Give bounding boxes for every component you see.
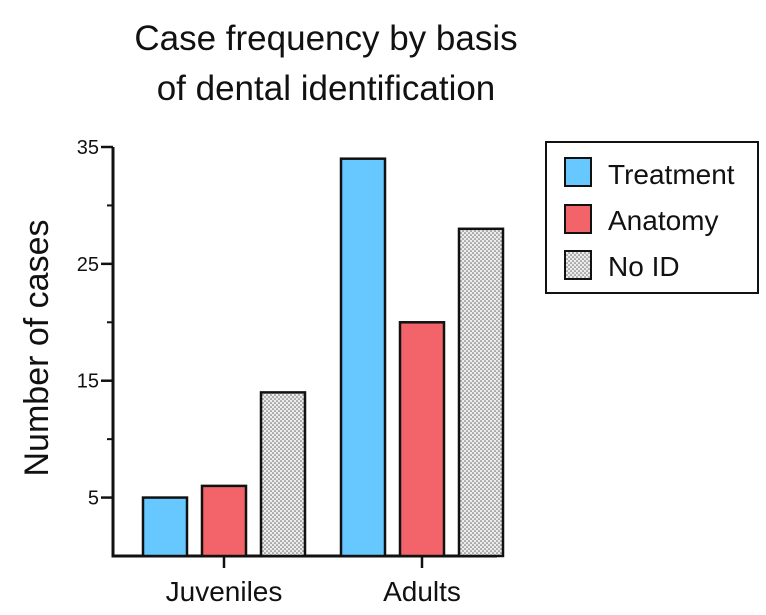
- legend: Treatment Anatomy No ID: [545, 141, 759, 294]
- chart-title: Case frequency by basis of dental identi…: [134, 19, 517, 108]
- y-axis-label: Number of cases: [18, 220, 56, 477]
- plot-area: 5 15 25 35 Juveniles Adults: [77, 137, 505, 607]
- legend-swatch-anatomy: [564, 204, 592, 234]
- x-category-label: Juveniles: [166, 576, 283, 607]
- y-tick-label: 25: [77, 254, 99, 276]
- legend-label-no-id: No ID: [608, 251, 680, 282]
- bar-juveniles-treatment: [141, 496, 189, 558]
- x-category-label: Adults: [383, 576, 461, 607]
- y-tick-label: 15: [77, 371, 99, 393]
- y-tick-label: 35: [77, 137, 99, 159]
- bar-juveniles-anatomy: [200, 484, 248, 558]
- chart-title-line-1: Case frequency by basis: [134, 19, 517, 58]
- legend-swatch-treatment: [564, 157, 592, 187]
- bar-adults-treatment: [339, 157, 387, 558]
- legend-swatch-no-id: [564, 250, 592, 280]
- chart-title-line-2: of dental identification: [157, 69, 496, 108]
- bar-juveniles-no-id: [259, 391, 307, 558]
- legend-label-anatomy: Anatomy: [608, 205, 719, 236]
- legend-label-treatment: Treatment: [608, 159, 735, 190]
- bar-adults-no-id: [457, 227, 505, 558]
- bar-adults-anatomy: [398, 321, 446, 558]
- y-tick-label: 5: [88, 488, 99, 510]
